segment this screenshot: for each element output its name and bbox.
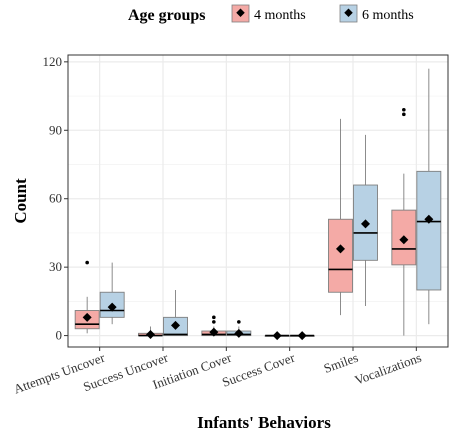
y-tick-label: 120: [43, 54, 63, 69]
mean-marker: [171, 320, 180, 330]
x-tick-label: Success Cover: [220, 349, 297, 389]
mean-marker: [297, 331, 307, 341]
box-4-months: [74, 260, 100, 334]
x-tick-label: Vocalizations: [353, 350, 424, 388]
mean-marker: [234, 328, 244, 338]
mean-marker: [107, 302, 117, 312]
mean-marker: [82, 312, 92, 322]
box-6-months: [416, 68, 442, 325]
outlier-point: [212, 320, 216, 324]
box-4-months: [391, 107, 417, 336]
outlier-point: [402, 107, 406, 112]
box-4-months: [201, 315, 227, 337]
boxes: [74, 68, 442, 341]
mean-marker: [399, 235, 409, 245]
box-6-months: [163, 289, 188, 337]
box-4-months: [264, 331, 290, 341]
y-tick-label: 60: [49, 191, 62, 206]
box-6-months: [289, 331, 315, 341]
mean-marker: [424, 214, 434, 224]
box-4-months: [138, 326, 163, 339]
mean-marker: [146, 329, 155, 339]
mean-marker: [336, 244, 345, 254]
outlier-point: [402, 112, 406, 117]
mean-marker: [361, 219, 370, 229]
legend-label-4-months: 4 months: [254, 8, 306, 23]
mean-marker: [209, 327, 219, 337]
legend: Age groups 4 months 6 months: [128, 4, 414, 24]
box-4-months: [328, 118, 353, 316]
x-axis-title: Infants' Behaviors: [197, 413, 331, 432]
legend-mean-6-months: [344, 8, 353, 18]
box-6-months: [99, 262, 125, 325]
box-6-months: [353, 134, 378, 306]
box-6-months: [226, 320, 252, 338]
y-tick-label: 0: [56, 328, 63, 343]
legend-label-6-months: 6 months: [362, 8, 414, 23]
legend-title: Age groups: [128, 7, 206, 24]
outlier-point: [85, 260, 89, 265]
box-body: [328, 218, 353, 293]
outlier-point: [212, 315, 216, 320]
panel-border: [67, 54, 449, 348]
mean-marker: [272, 331, 282, 341]
y-axis-title: Count: [11, 178, 30, 224]
y-axis: 0 30 60 90 120: [43, 54, 68, 343]
y-tick-label: 30: [49, 259, 62, 274]
grid: [68, 55, 448, 347]
outlier-point: [237, 320, 241, 324]
y-tick-label: 90: [49, 122, 62, 137]
box-body: [416, 170, 442, 291]
panel-background: [68, 55, 448, 347]
